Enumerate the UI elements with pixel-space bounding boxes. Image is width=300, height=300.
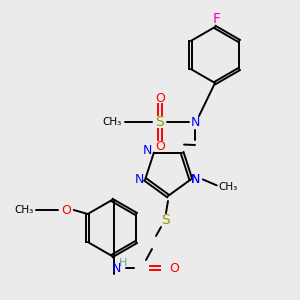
Text: F: F [213, 12, 221, 26]
Text: S: S [162, 213, 170, 227]
Text: N: N [143, 144, 153, 157]
Text: N: N [134, 173, 144, 186]
Text: N: N [191, 173, 200, 186]
Text: N: N [191, 173, 200, 186]
Text: N: N [111, 262, 121, 275]
Text: S: S [156, 115, 164, 129]
Text: O: O [155, 140, 165, 152]
Text: CH₃: CH₃ [102, 117, 122, 127]
Text: N: N [190, 116, 200, 128]
Text: CH₃: CH₃ [14, 205, 33, 215]
Text: H: H [119, 258, 127, 268]
Text: CH₃: CH₃ [218, 182, 238, 192]
Text: O: O [155, 92, 165, 104]
Text: O: O [169, 262, 179, 275]
Text: O: O [61, 203, 71, 217]
